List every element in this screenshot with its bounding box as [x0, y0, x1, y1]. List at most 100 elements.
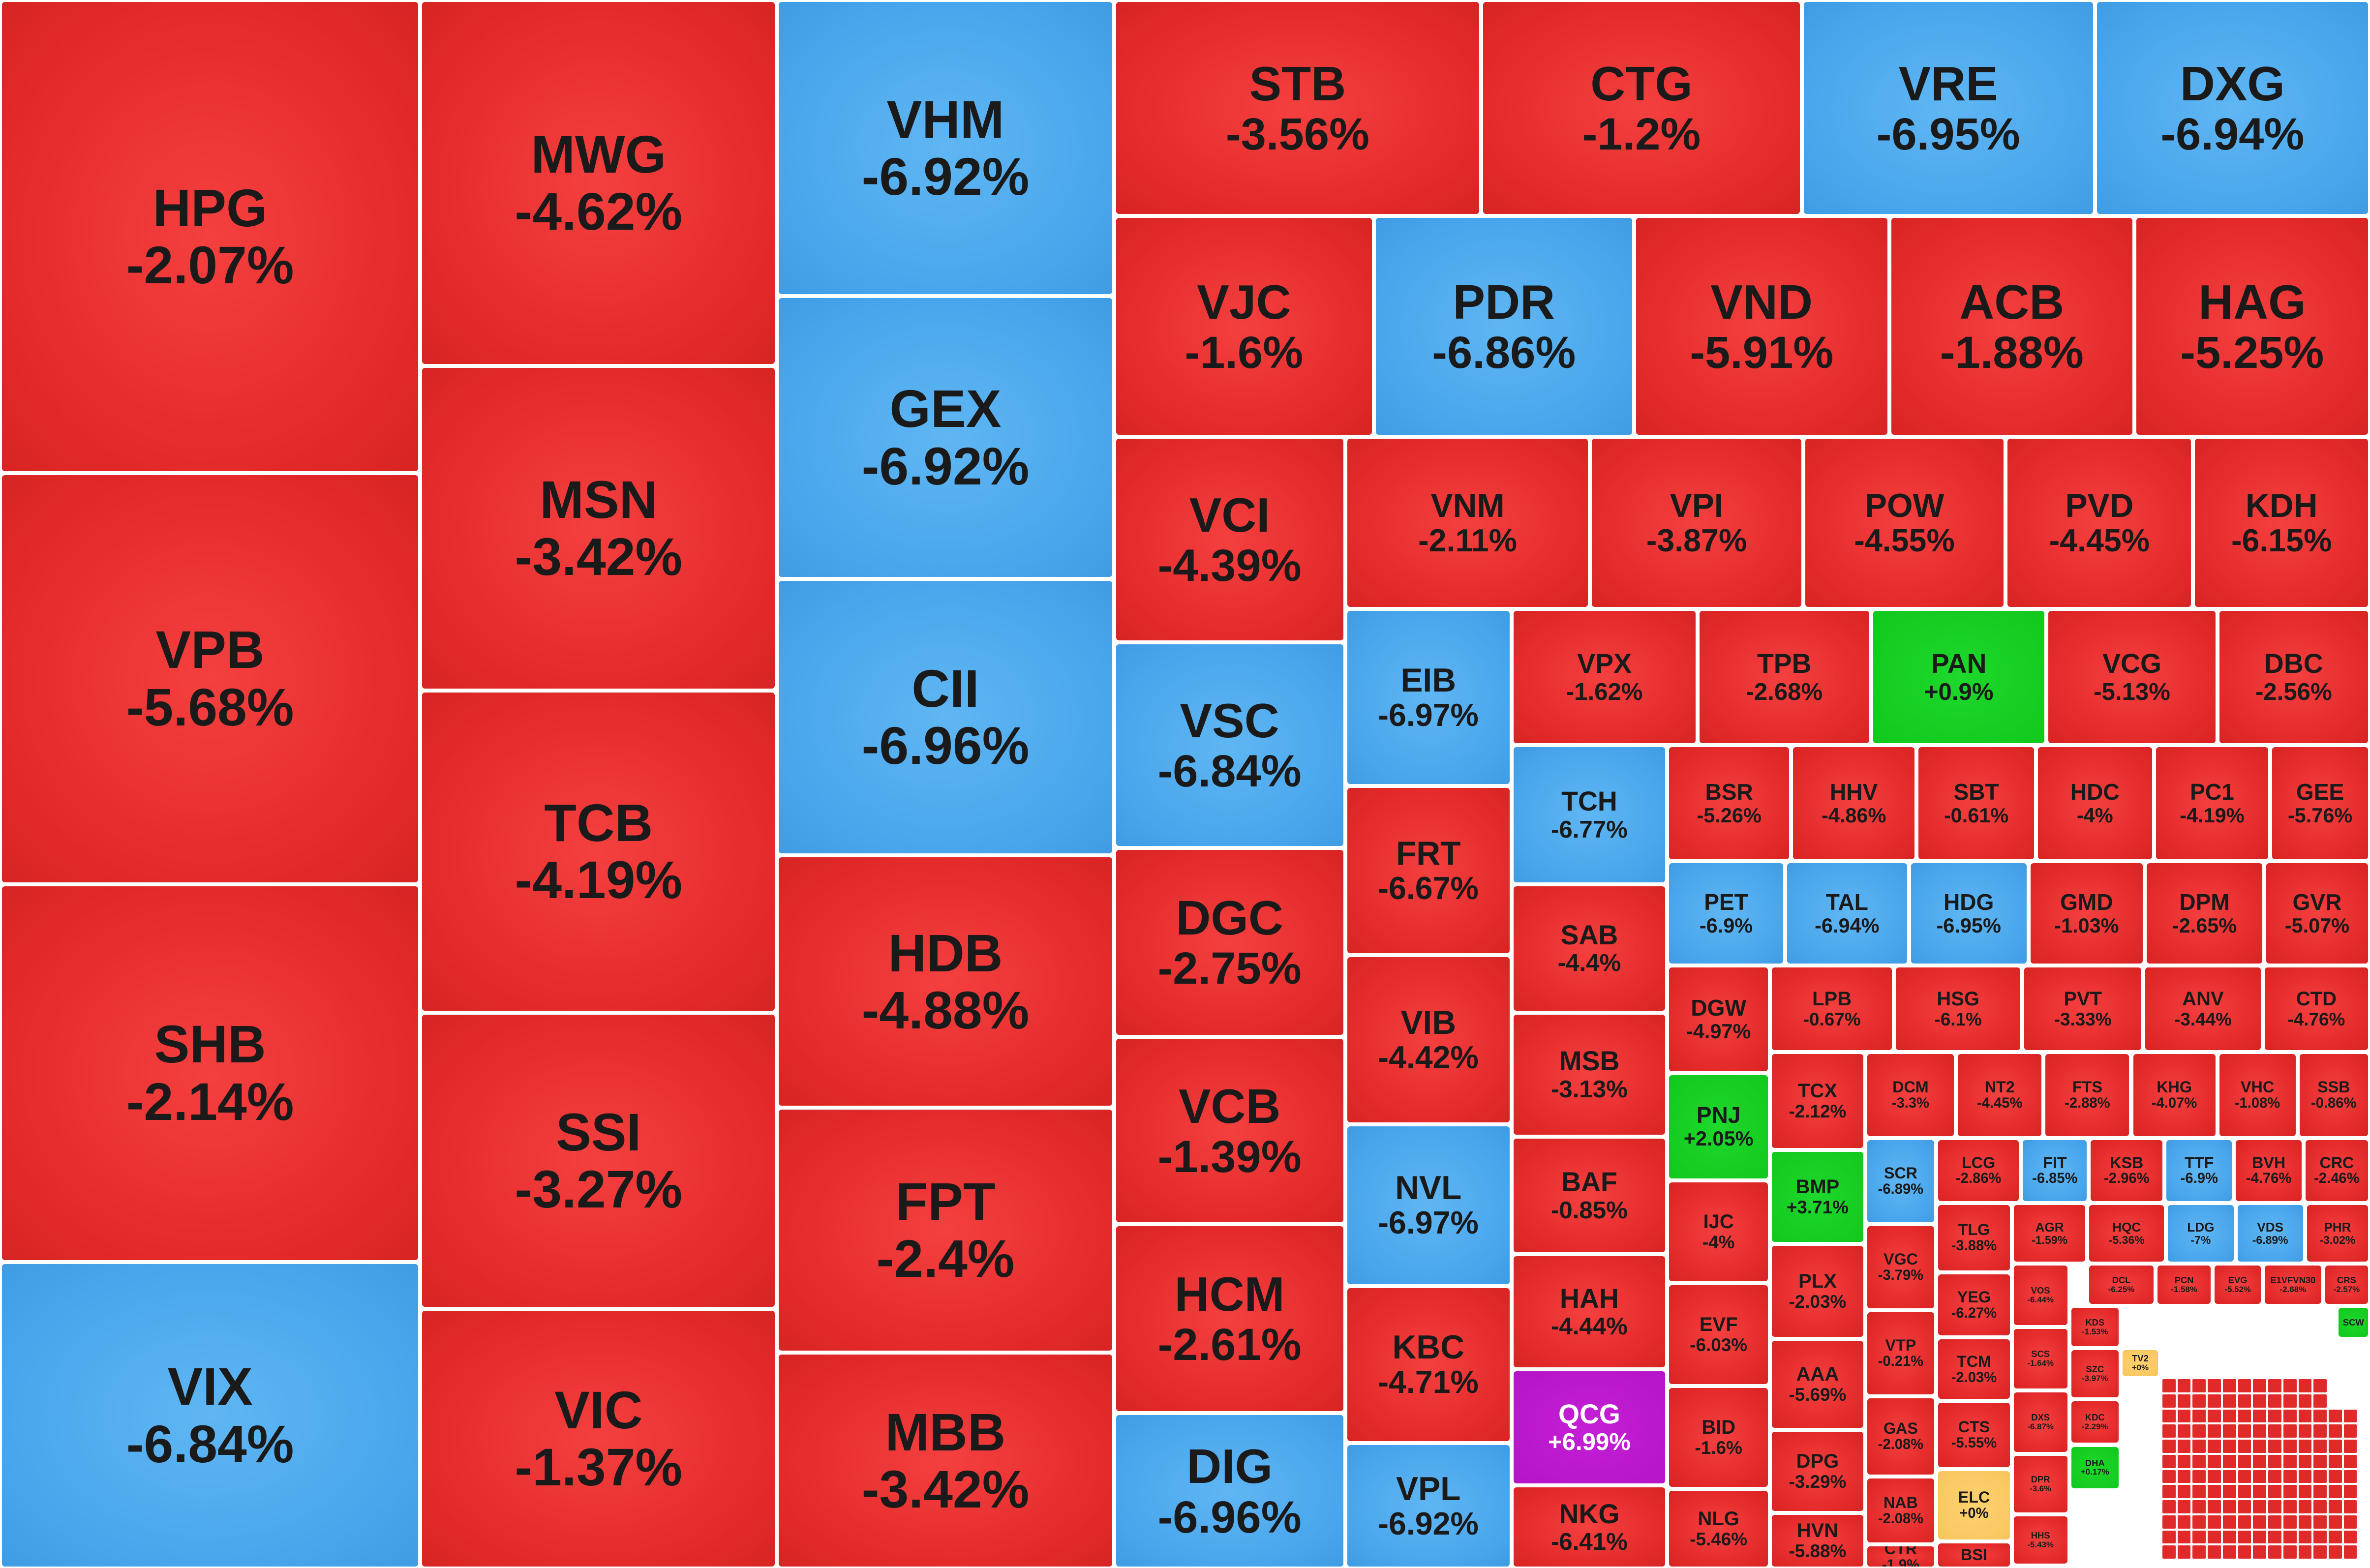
- tile-shb[interactable]: SHB -2.14%: [0, 884, 421, 1262]
- tile-micro[interactable]: [2176, 1393, 2192, 1409]
- tile-vix[interactable]: VIX -6.84%: [0, 1262, 421, 1568]
- tile-micro[interactable]: [2327, 1439, 2343, 1454]
- tile-micro[interactable]: [2312, 1469, 2328, 1484]
- tile-micro[interactable]: [2252, 1469, 2268, 1484]
- tile-micro[interactable]: [2176, 1408, 2192, 1424]
- tile-acb[interactable]: ACB -1.88%: [1889, 216, 2134, 437]
- tile-vos[interactable]: VOS -6.44%: [2011, 1263, 2069, 1327]
- tile-tv2[interactable]: TV2 +0%: [2121, 1348, 2160, 1379]
- tile-micro[interactable]: [2252, 1484, 2268, 1500]
- tile-fts[interactable]: FTS -2.88%: [2043, 1052, 2131, 1138]
- tile-lcg[interactable]: LCG -2.86%: [1936, 1138, 2021, 1203]
- tile-micro[interactable]: [2282, 1544, 2298, 1560]
- tile-micro[interactable]: [2207, 1514, 2222, 1530]
- tile-micro[interactable]: [2342, 1544, 2358, 1560]
- tile-micro[interactable]: [2297, 1514, 2313, 1530]
- tile-hqc[interactable]: HQC -5.36%: [2087, 1203, 2166, 1264]
- tile-micro[interactable]: [2297, 1484, 2313, 1500]
- tile-micro[interactable]: [2252, 1439, 2268, 1454]
- tile-micro[interactable]: [2237, 1544, 2252, 1560]
- tile-micro[interactable]: [2282, 1393, 2298, 1409]
- tile-ctg[interactable]: CTG -1.2%: [1481, 0, 1802, 216]
- tile-micro[interactable]: [2207, 1439, 2222, 1454]
- tile-aaa[interactable]: AAA -5.69%: [1770, 1339, 1865, 1430]
- tile-micro[interactable]: [2267, 1378, 2282, 1394]
- tile-micro[interactable]: [2221, 1378, 2237, 1394]
- tile-micro[interactable]: [2312, 1408, 2328, 1424]
- tile-micro[interactable]: [2207, 1499, 2222, 1514]
- tile-stb[interactable]: STB -3.56%: [1114, 0, 1482, 216]
- tile-micro[interactable]: [2252, 1393, 2268, 1409]
- tile-tcx[interactable]: TCX -2.12%: [1770, 1052, 1865, 1150]
- tile-micro[interactable]: [2252, 1453, 2268, 1469]
- tile-micro[interactable]: [2312, 1378, 2328, 1394]
- tile-micro[interactable]: [2237, 1453, 2252, 1469]
- tile-micro[interactable]: [2267, 1529, 2282, 1545]
- tile-hhs[interactable]: HHS -5.43%: [2011, 1514, 2069, 1566]
- tile-micro[interactable]: [2221, 1423, 2237, 1439]
- tile-nkg[interactable]: NKG -6.41%: [1511, 1485, 1668, 1568]
- tile-micro[interactable]: [2312, 1514, 2328, 1530]
- tile-micro[interactable]: [2342, 1514, 2358, 1530]
- tile-micro[interactable]: [2207, 1453, 2222, 1469]
- tile-vpx[interactable]: VPX -1.62%: [1511, 609, 1698, 745]
- tile-micro[interactable]: [2282, 1469, 2298, 1484]
- tile-micro[interactable]: [2267, 1393, 2282, 1409]
- tile-dgc[interactable]: DGC -2.75%: [1114, 847, 1345, 1037]
- tile-micro[interactable]: [2176, 1544, 2192, 1560]
- tile-pdr[interactable]: PDR -6.86%: [1374, 216, 1634, 437]
- tile-vtp[interactable]: VTP -0.21%: [1865, 1310, 1937, 1397]
- tile-ctd[interactable]: CTD -4.76%: [2262, 965, 2370, 1052]
- tile-hhv[interactable]: HHV -4.86%: [1791, 745, 1917, 862]
- tile-bsr[interactable]: BSR -5.26%: [1667, 745, 1792, 862]
- tile-vsc[interactable]: VSC -6.84%: [1114, 642, 1345, 848]
- tile-bmp[interactable]: BMP +3.71%: [1770, 1150, 1865, 1244]
- tile-pet[interactable]: PET -6.9%: [1667, 861, 1785, 966]
- tile-micro[interactable]: [2161, 1439, 2177, 1454]
- tile-dha[interactable]: DHA +0.17%: [2069, 1445, 2121, 1490]
- tile-phr[interactable]: PHR -3.02%: [2305, 1203, 2370, 1264]
- tile-tch[interactable]: TCH -6.77%: [1511, 745, 1668, 884]
- tile-micro[interactable]: [2267, 1499, 2282, 1514]
- tile-sbt[interactable]: SBT -0.61%: [1916, 745, 2036, 862]
- tile-pnj[interactable]: PNJ +2.05%: [1667, 1073, 1770, 1180]
- tile-cts[interactable]: CTS -5.55%: [1936, 1401, 2012, 1469]
- tile-bsi[interactable]: BSI: [1936, 1541, 2012, 1568]
- tile-fpt[interactable]: FPT -2.4%: [777, 1108, 1114, 1353]
- tile-micro[interactable]: [2297, 1499, 2313, 1514]
- tile-szc[interactable]: SZC -3.97%: [2069, 1348, 2121, 1400]
- tile-micro[interactable]: [2207, 1544, 2222, 1560]
- tile-gmd[interactable]: GMD -1.03%: [2028, 861, 2145, 966]
- tile-micro[interactable]: [2282, 1499, 2298, 1514]
- tile-micro[interactable]: [2161, 1514, 2177, 1530]
- tile-pan[interactable]: PAN +0.9%: [1871, 609, 2047, 745]
- tile-dpm[interactable]: DPM -2.65%: [2145, 861, 2264, 966]
- tile-micro[interactable]: [2176, 1439, 2192, 1454]
- tile-micro[interactable]: [2282, 1453, 2298, 1469]
- tile-msn[interactable]: MSN -3.42%: [420, 365, 777, 691]
- tile-micro[interactable]: [2267, 1408, 2282, 1424]
- tile-micro[interactable]: [2297, 1529, 2313, 1545]
- tile-micro[interactable]: [2282, 1529, 2298, 1545]
- tile-sab[interactable]: SAB -4.4%: [1511, 884, 1668, 1013]
- tile-micro[interactable]: [2282, 1439, 2298, 1454]
- tile-gex[interactable]: GEX -6.92%: [777, 296, 1114, 579]
- tile-micro[interactable]: [2282, 1408, 2298, 1424]
- tile-micro[interactable]: [2267, 1423, 2282, 1439]
- tile-nlg[interactable]: NLG -5.46%: [1667, 1488, 1770, 1568]
- tile-micro[interactable]: [2191, 1499, 2207, 1514]
- tile-micro[interactable]: [2297, 1439, 2313, 1454]
- tile-micro[interactable]: [2161, 1484, 2177, 1500]
- tile-micro[interactable]: [2191, 1469, 2207, 1484]
- tile-micro[interactable]: [2221, 1529, 2237, 1545]
- tile-vre[interactable]: VRE -6.95%: [1801, 0, 2095, 216]
- tile-dxs[interactable]: DXS -6.87%: [2011, 1390, 2069, 1454]
- tile-ldg[interactable]: LDG -7%: [2166, 1203, 2236, 1264]
- tile-micro[interactable]: [2191, 1529, 2207, 1545]
- tile-micro[interactable]: [2252, 1408, 2268, 1424]
- tile-mbb[interactable]: MBB -3.42%: [777, 1353, 1114, 1568]
- tile-hvn[interactable]: HVN -5.88%: [1770, 1512, 1865, 1568]
- tile-tlg[interactable]: TLG -3.88%: [1936, 1203, 2012, 1273]
- tile-micro[interactable]: [2176, 1378, 2192, 1394]
- tile-elc[interactable]: ELC +0%: [1936, 1469, 2012, 1542]
